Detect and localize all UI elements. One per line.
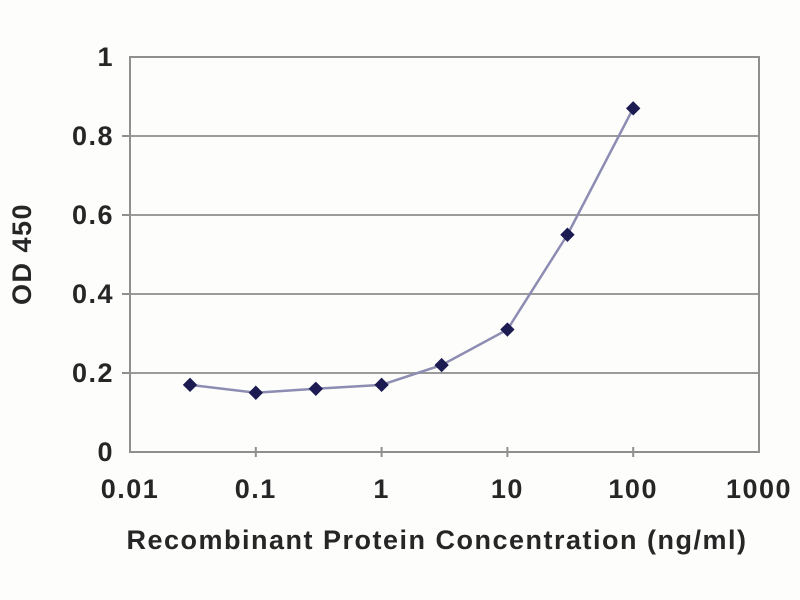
x-tick-label: 0.1 xyxy=(235,474,277,504)
series-line xyxy=(189,107,635,395)
y-tick-label: 0.4 xyxy=(72,279,114,309)
plot-border xyxy=(129,56,760,453)
data-point-marker xyxy=(248,385,264,400)
x-tick-label: 1000 xyxy=(726,474,792,504)
y-tick-label: 0.2 xyxy=(72,358,114,388)
data-point-marker xyxy=(374,377,389,393)
y-axis-title: OD 450 xyxy=(7,203,37,305)
y-tick-label: 0.8 xyxy=(72,121,114,151)
data-point-marker xyxy=(182,377,198,393)
y-tick-label: 1 xyxy=(97,42,114,72)
y-tick-label: 0.6 xyxy=(72,200,114,230)
x-axis-title: Recombinant Protein Concentration (ng/ml… xyxy=(126,525,747,555)
data-point-marker xyxy=(434,357,449,373)
x-tick-label: 100 xyxy=(608,474,658,504)
data-point-marker xyxy=(560,227,575,242)
data-point-marker xyxy=(625,101,641,116)
y-tick-label: 0 xyxy=(97,437,114,467)
x-tick-label: 1 xyxy=(373,474,390,504)
data-point-marker xyxy=(500,322,515,337)
data-point-marker xyxy=(308,381,324,397)
x-tick-label: 0.01 xyxy=(101,474,160,504)
x-tick-label: 10 xyxy=(491,474,524,504)
